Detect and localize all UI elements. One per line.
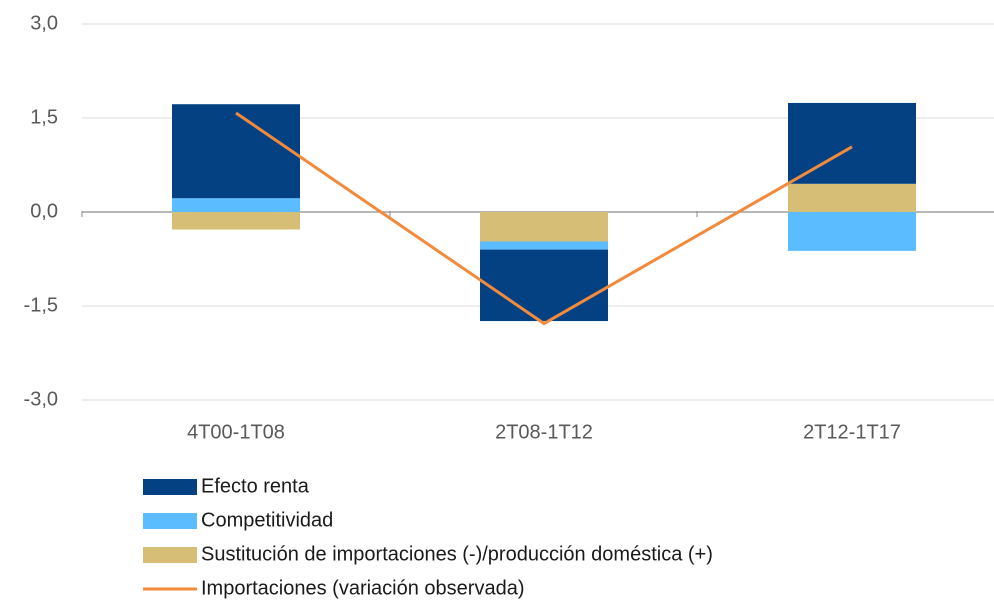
- legend-swatch: [143, 547, 197, 563]
- bar-segment: [788, 183, 916, 212]
- bar-segment: [172, 198, 300, 212]
- bar-segment: [172, 212, 300, 230]
- y-tick-label: 3,0: [30, 12, 58, 34]
- bar-segment: [480, 241, 608, 250]
- legend-label: Sustitución de importaciones (-)/producc…: [201, 543, 713, 565]
- x-tick-label: 4T00-1T08: [187, 421, 285, 443]
- bar-segment: [172, 104, 300, 199]
- legend-swatch: [143, 479, 197, 495]
- bar-segment: [480, 249, 608, 322]
- bar-segment: [480, 212, 608, 242]
- legend-label: Importaciones (variación observada): [201, 577, 525, 599]
- line-series: [235, 111, 853, 326]
- y-tick-label: -1,5: [24, 294, 58, 316]
- x-tick-label: 2T08-1T12: [495, 421, 593, 443]
- legend-label: Competitividad: [201, 509, 333, 531]
- y-tick-label: 0,0: [30, 200, 58, 222]
- bar-segment: [788, 212, 916, 251]
- y-tick-label: -3,0: [24, 388, 58, 410]
- legend-label: Efecto renta: [201, 475, 310, 497]
- y-tick-label: 1,5: [30, 106, 58, 128]
- x-tick-label: 2T12-1T17: [803, 421, 901, 443]
- legend-swatch: [143, 513, 197, 529]
